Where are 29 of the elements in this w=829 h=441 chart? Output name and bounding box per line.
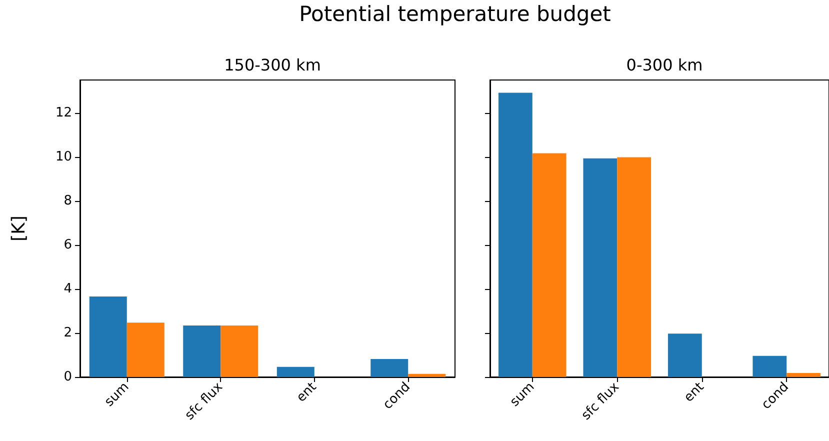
bar — [370, 358, 408, 377]
bar — [183, 326, 221, 377]
y-axis-title: [K] — [8, 216, 30, 242]
x-tick-label: ent — [682, 380, 708, 406]
bar — [617, 157, 652, 377]
bar — [532, 153, 566, 377]
bar — [220, 326, 258, 377]
bar — [583, 158, 618, 377]
bar — [89, 296, 127, 377]
y-tick-label: 4 — [64, 282, 72, 296]
y-tick-label: 12 — [55, 106, 72, 120]
bar — [498, 92, 532, 377]
y-tick-label: 0 — [64, 370, 72, 384]
y-tick-label: 2 — [64, 326, 72, 340]
y-tick-label: 8 — [64, 194, 72, 208]
x-tick-label: ent — [294, 380, 320, 406]
chart-title: 0-300 km — [626, 56, 703, 74]
chart-title: 150-300 km — [224, 56, 321, 74]
bar — [276, 366, 314, 377]
bar — [668, 334, 702, 377]
y-tick-label: 10 — [55, 150, 72, 164]
text: Potential temperature budget — [298, 2, 612, 26]
bar — [752, 356, 787, 377]
y-tick-label: 6 — [64, 238, 72, 252]
x-tick-label: sfc flux — [182, 379, 226, 424]
bar — [126, 322, 164, 377]
x-tick-label: sfc flux — [578, 379, 623, 424]
bar — [786, 373, 821, 377]
bar — [408, 374, 446, 377]
